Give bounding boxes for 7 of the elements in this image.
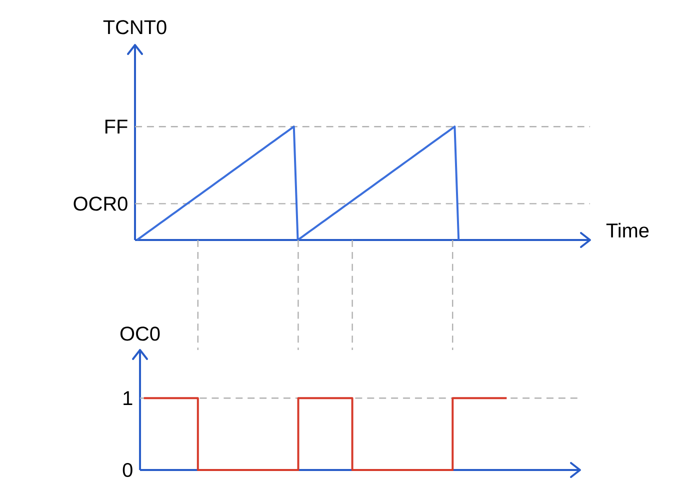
x-axis-title: Time (606, 222, 649, 238)
ref-line-label: OCR0 (74, 196, 128, 211)
y-axis-title: OC0 (120, 326, 160, 341)
ref-line-label: FF (105, 120, 128, 134)
y-tick-label: 1 (124, 391, 132, 405)
y-tick-label: 0 (122, 462, 132, 478)
y-axis-title: TCNT0 (103, 20, 166, 34)
